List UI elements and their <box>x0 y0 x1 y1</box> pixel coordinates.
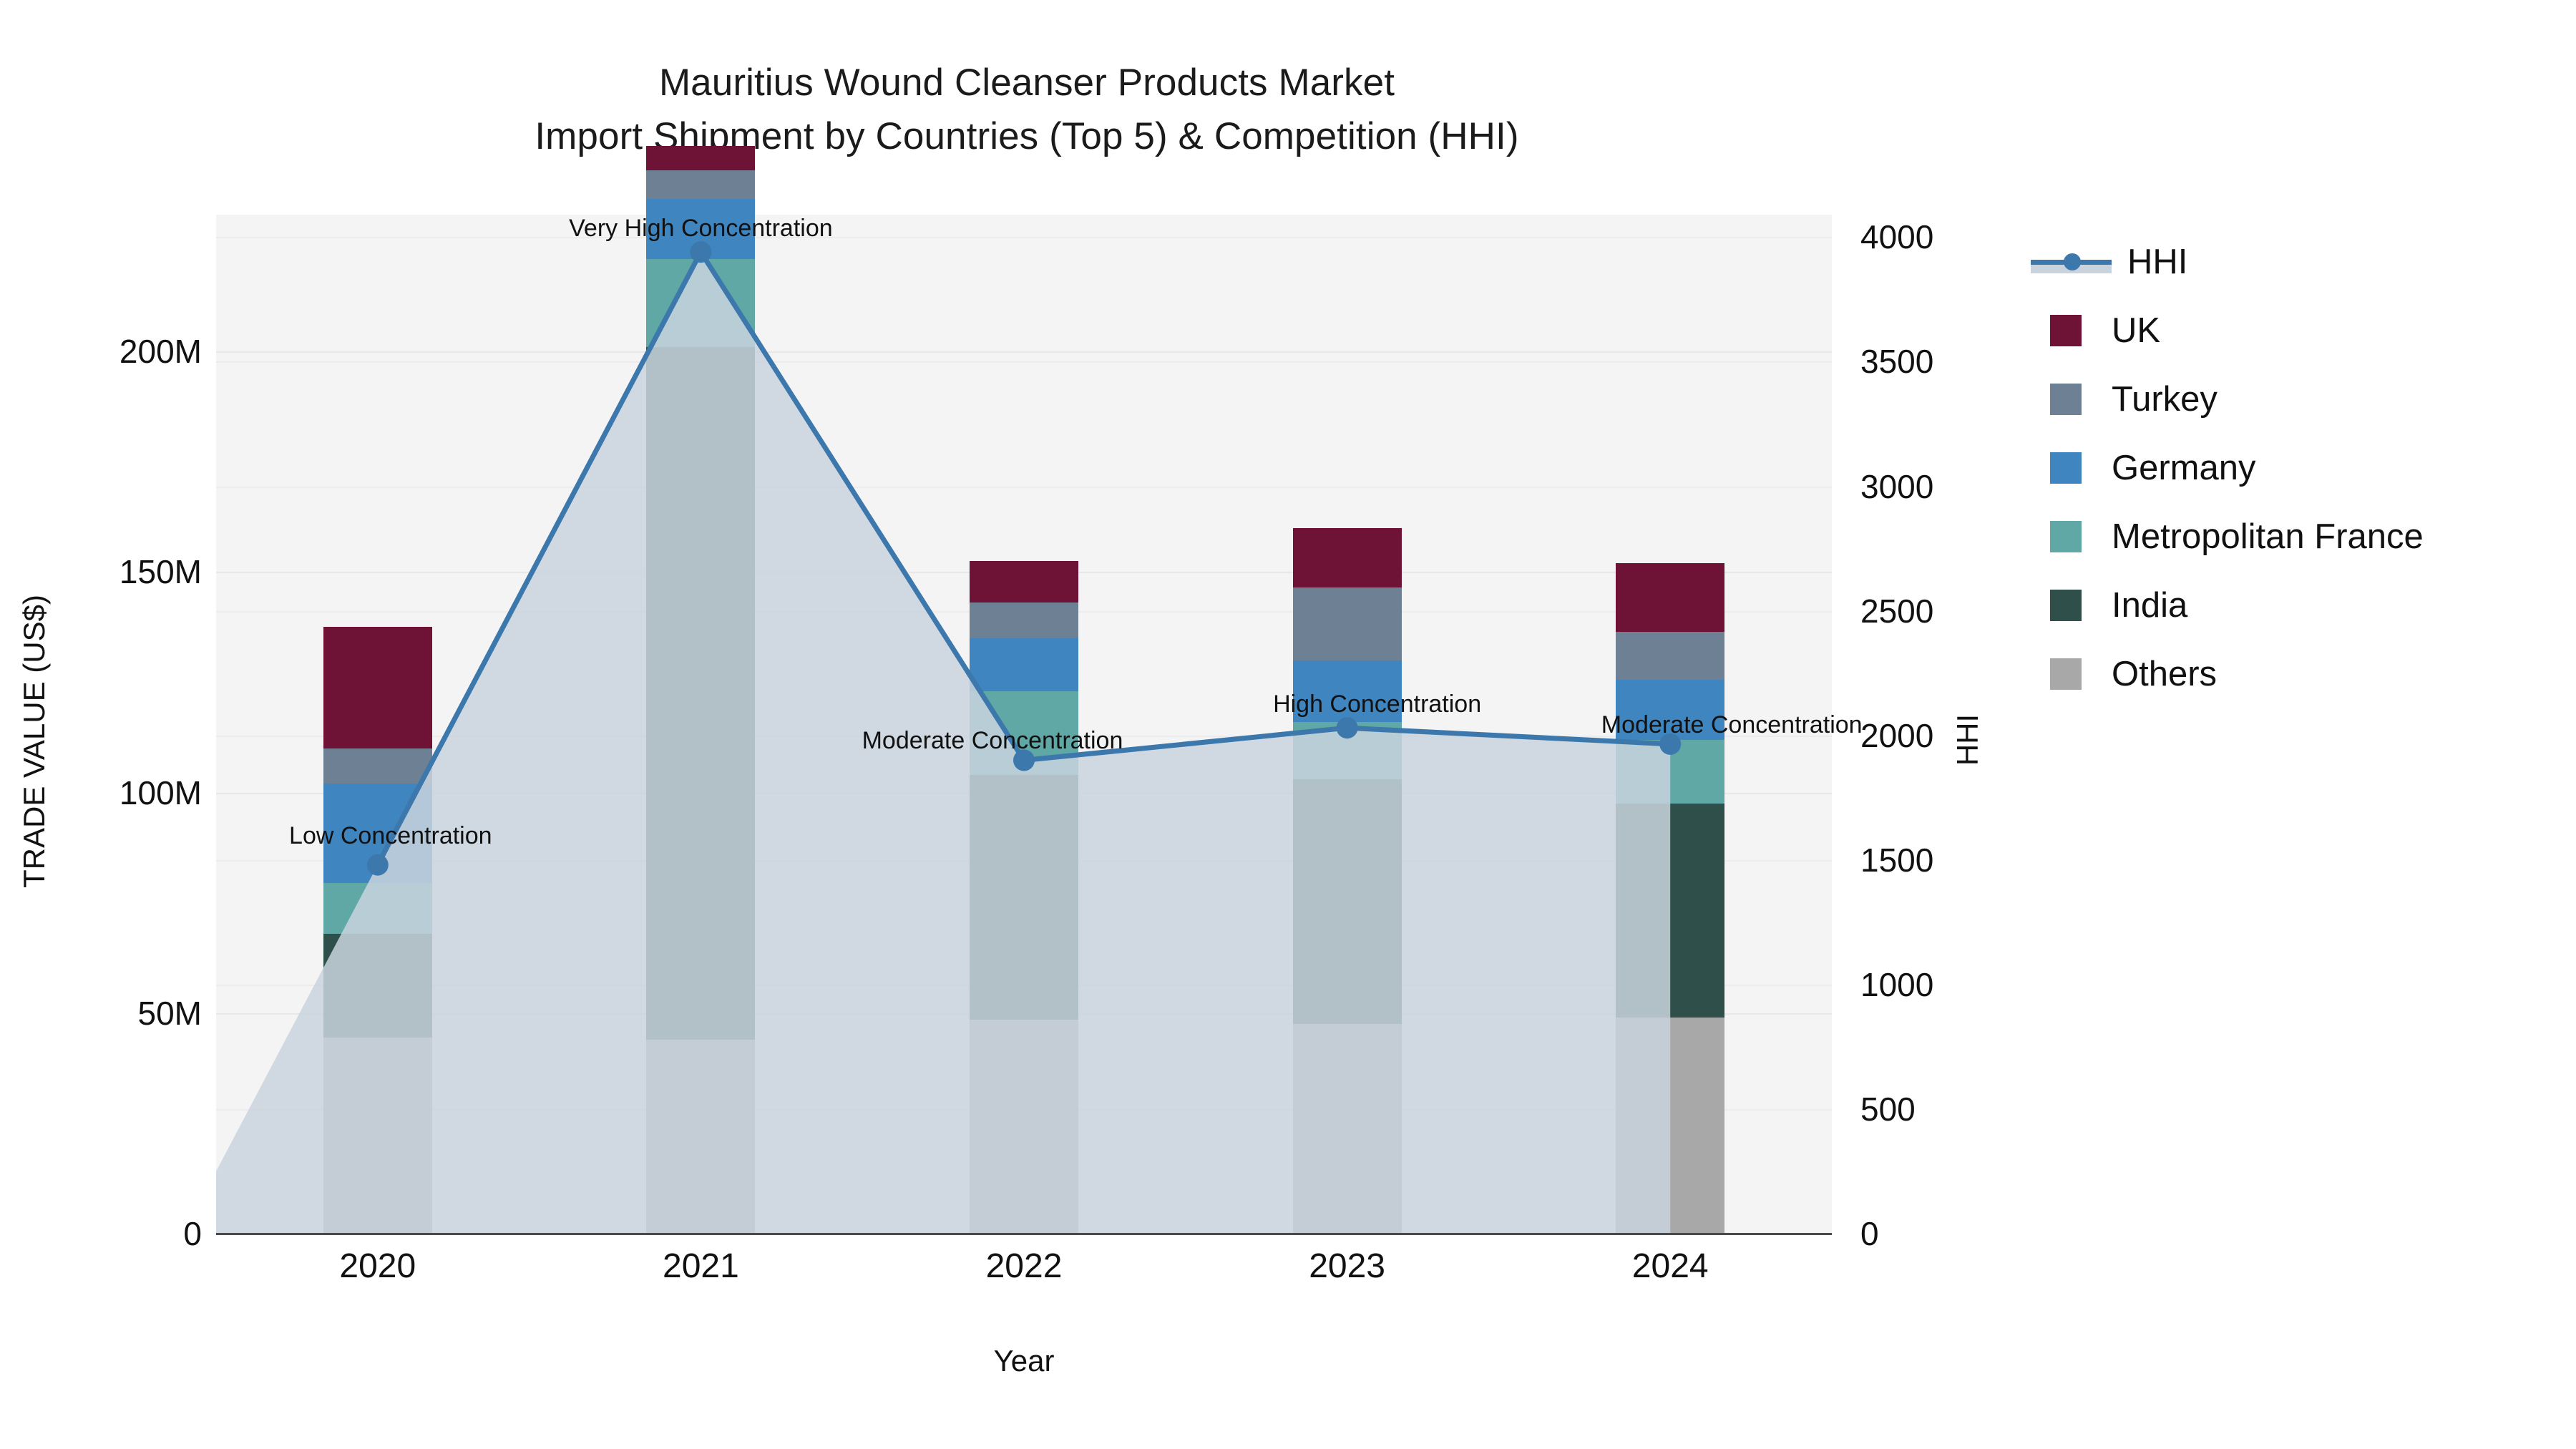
bar-segment-turkey[interactable] <box>1292 587 1402 660</box>
x-tick-2021: 2021 <box>663 1247 739 1285</box>
legend-item-hhi[interactable]: HHI <box>2031 228 2424 296</box>
x-tick-2024: 2024 <box>1631 1247 1709 1285</box>
chart-title-block: Mauritius Wound Cleanser Products Market… <box>0 56 2054 164</box>
bar-segment-uk[interactable] <box>1616 562 1725 632</box>
bar-segment-turkey[interactable] <box>970 602 1078 638</box>
x-axis-line <box>216 1233 1832 1235</box>
legend-label: Germany <box>2112 449 2256 487</box>
legend-swatch-icon <box>2050 658 2082 690</box>
bar-segment-india[interactable] <box>646 346 756 1040</box>
y-tick-right-2000: 2000 <box>1860 716 1934 754</box>
y-axis-left-title: TRADE VALUE (US$) <box>17 595 51 888</box>
bar-group-2022[interactable] <box>970 215 1078 1234</box>
legend-item-turkey[interactable]: Turkey <box>2031 365 2424 434</box>
plot-area: Low Concentration Very High Concentration… <box>216 146 1863 1234</box>
y-tick-right-4000: 4000 <box>1860 218 1934 256</box>
bar-segment-metropolitan-france[interactable] <box>646 258 756 347</box>
annotation-2021: Very High Concentration <box>569 215 833 243</box>
y-tick-right-0: 0 <box>1860 1215 1879 1252</box>
y-tick-left-0: 0 <box>183 1215 202 1252</box>
gridline-right-4000 <box>216 237 1832 239</box>
y-tick-right-1500: 1500 <box>1860 841 1934 879</box>
bar-group-2020[interactable] <box>323 215 432 1234</box>
bar-segment-turkey[interactable] <box>1616 631 1725 680</box>
y-tick-right-500: 500 <box>1860 1090 1916 1128</box>
x-tick-2022: 2022 <box>985 1247 1063 1285</box>
bar-segment-metropolitan-france[interactable] <box>1616 739 1725 804</box>
bar-segment-others[interactable] <box>323 1037 432 1234</box>
bar-segment-germany[interactable] <box>970 638 1078 691</box>
y-tick-right-2500: 2500 <box>1860 592 1934 630</box>
legend-line-key-icon <box>2031 246 2112 278</box>
y-tick-left-50M: 50M <box>137 994 202 1032</box>
bar-segment-others[interactable] <box>970 1020 1078 1234</box>
bar-group-2023[interactable] <box>1292 215 1402 1234</box>
x-tick-2023: 2023 <box>1309 1247 1385 1285</box>
legend-item-germany[interactable]: Germany <box>2031 434 2424 502</box>
y-axis-right-title: HHI <box>1951 713 1984 766</box>
legend-label: HHI <box>2127 243 2188 281</box>
legend-item-uk[interactable]: UK <box>2031 296 2424 365</box>
annotation-2024: Moderate Concentration <box>1601 711 1863 738</box>
bar-segment-uk[interactable] <box>646 146 756 171</box>
legend-swatch-icon <box>2050 590 2082 621</box>
y-tick-right-3000: 3000 <box>1860 467 1934 505</box>
bar-segment-india[interactable] <box>323 933 432 1038</box>
bar-segment-uk[interactable] <box>1292 527 1402 587</box>
bar-segment-uk[interactable] <box>323 627 432 748</box>
legend-item-metropolitan-france[interactable]: Metropolitan France <box>2031 502 2424 571</box>
bar-segment-india[interactable] <box>970 774 1078 1020</box>
legend: HHI UK Turkey Germany Metropolitan France Ind… <box>2031 228 2424 708</box>
annotation-2022: Moderate Concentration <box>862 727 1123 755</box>
annotation-2023: High Concentration <box>1273 691 1482 718</box>
bar-group-2021[interactable] <box>646 146 756 1234</box>
legend-swatch-icon <box>2050 452 2082 484</box>
bar-segment-turkey[interactable] <box>323 748 432 784</box>
bar-segment-uk[interactable] <box>970 560 1078 603</box>
legend-item-india[interactable]: India <box>2031 571 2424 640</box>
legend-label: Metropolitan France <box>2112 517 2424 556</box>
y-tick-left-100M: 100M <box>119 774 202 811</box>
legend-label: Turkey <box>2112 380 2218 419</box>
y-tick-right-1000: 1000 <box>1860 965 1934 1003</box>
legend-label: Others <box>2112 655 2218 693</box>
bar-segment-india[interactable] <box>1616 803 1725 1018</box>
bar-segment-metropolitan-france[interactable] <box>323 882 432 934</box>
x-axis-title: Year <box>993 1344 1055 1377</box>
chart-title: Mauritius Wound Cleanser Products Market <box>658 62 1395 104</box>
bar-segment-others[interactable] <box>646 1039 756 1234</box>
legend-swatch-icon <box>2050 384 2082 415</box>
legend-swatch-icon <box>2050 315 2082 346</box>
bar-segment-metropolitan-france[interactable] <box>1292 721 1402 780</box>
annotation-2020: Low Concentration <box>289 821 492 849</box>
bar-segment-turkey[interactable] <box>646 170 756 200</box>
bar-segment-others[interactable] <box>1292 1024 1402 1234</box>
chart-subtitle: Import Shipment by Countries (Top 5) & C… <box>535 115 1519 158</box>
legend-label: UK <box>2112 311 2161 350</box>
y-tick-right-3500: 3500 <box>1860 343 1934 381</box>
x-tick-2020: 2020 <box>339 1247 416 1285</box>
bar-segment-others[interactable] <box>1616 1017 1725 1234</box>
legend-swatch-icon <box>2050 521 2082 552</box>
legend-label: India <box>2112 586 2188 625</box>
legend-item-others[interactable]: Others <box>2031 640 2424 708</box>
bar-segment-india[interactable] <box>1292 779 1402 1025</box>
y-tick-left-200M: 200M <box>119 333 202 371</box>
y-tick-left-150M: 150M <box>119 553 202 591</box>
